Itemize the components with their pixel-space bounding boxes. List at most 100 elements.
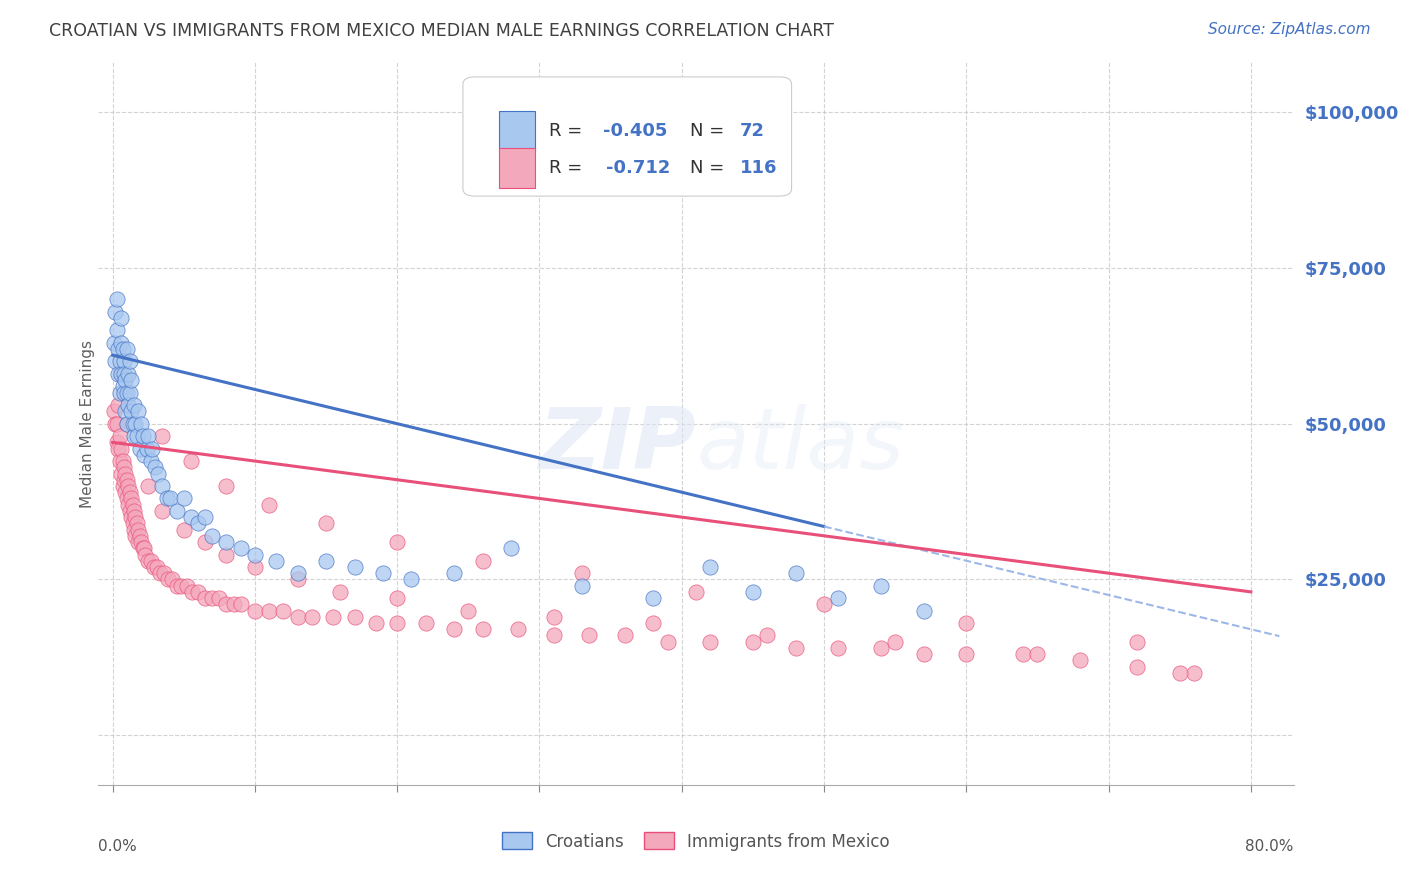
Point bbox=[121, 516, 143, 531]
Point bbox=[111, 342, 134, 356]
Point bbox=[117, 479, 139, 493]
Point bbox=[117, 367, 139, 381]
Point bbox=[201, 529, 224, 543]
Point bbox=[699, 634, 721, 648]
Point bbox=[136, 429, 159, 443]
Point bbox=[215, 535, 238, 549]
Point bbox=[955, 615, 977, 630]
Text: 80.0%: 80.0% bbox=[1246, 839, 1294, 855]
Point bbox=[122, 523, 145, 537]
Point bbox=[112, 354, 135, 368]
Point bbox=[699, 560, 721, 574]
Text: 72: 72 bbox=[740, 122, 765, 140]
Point bbox=[114, 373, 136, 387]
Point bbox=[139, 454, 162, 468]
Point bbox=[132, 448, 155, 462]
Point bbox=[756, 628, 779, 642]
Text: ZIP: ZIP bbox=[538, 404, 696, 487]
Point bbox=[273, 603, 295, 617]
Point bbox=[955, 647, 977, 661]
Point bbox=[128, 442, 150, 456]
Point bbox=[315, 516, 337, 531]
Point bbox=[118, 354, 141, 368]
Point bbox=[108, 454, 131, 468]
Point bbox=[741, 585, 763, 599]
Point bbox=[301, 609, 323, 624]
Point bbox=[329, 585, 352, 599]
Point bbox=[110, 367, 132, 381]
Text: R =: R = bbox=[548, 122, 588, 140]
Point bbox=[139, 554, 162, 568]
Point bbox=[110, 335, 132, 350]
Point bbox=[287, 573, 309, 587]
Bar bbox=[499, 148, 534, 188]
FancyBboxPatch shape bbox=[463, 77, 792, 196]
Point bbox=[117, 398, 139, 412]
Point bbox=[129, 535, 152, 549]
Point bbox=[371, 566, 394, 581]
Point bbox=[543, 628, 565, 642]
Point bbox=[1012, 647, 1035, 661]
Point bbox=[118, 485, 141, 500]
Point bbox=[104, 304, 127, 318]
Point bbox=[443, 622, 465, 636]
Point bbox=[215, 598, 238, 612]
Point bbox=[104, 417, 127, 431]
Point bbox=[107, 342, 129, 356]
Point bbox=[157, 573, 180, 587]
Point bbox=[104, 354, 127, 368]
Point bbox=[385, 591, 409, 606]
Point bbox=[385, 615, 409, 630]
Point bbox=[120, 373, 142, 387]
Bar bbox=[499, 112, 534, 151]
Point bbox=[243, 548, 266, 562]
Point bbox=[229, 541, 252, 556]
Point bbox=[315, 554, 337, 568]
Point bbox=[385, 535, 409, 549]
Point bbox=[120, 491, 142, 506]
Point bbox=[124, 529, 146, 543]
Point bbox=[117, 498, 139, 512]
Point bbox=[343, 609, 366, 624]
Point bbox=[115, 473, 138, 487]
Point bbox=[1069, 653, 1091, 667]
Point bbox=[657, 634, 679, 648]
Point bbox=[128, 529, 150, 543]
Point bbox=[166, 579, 188, 593]
Point bbox=[153, 566, 176, 581]
Point bbox=[125, 516, 148, 531]
Point bbox=[180, 510, 202, 524]
Y-axis label: Median Male Earnings: Median Male Earnings bbox=[80, 340, 94, 508]
Point bbox=[110, 467, 132, 481]
Point bbox=[571, 566, 593, 581]
Point bbox=[122, 429, 145, 443]
Point bbox=[108, 385, 131, 400]
Point bbox=[110, 442, 132, 456]
Point bbox=[194, 535, 217, 549]
Text: -0.405: -0.405 bbox=[603, 122, 666, 140]
Point bbox=[471, 622, 494, 636]
Legend: Croatians, Immigrants from Mexico: Croatians, Immigrants from Mexico bbox=[495, 826, 897, 857]
Point bbox=[152, 429, 174, 443]
Text: N =: N = bbox=[690, 122, 730, 140]
Text: CROATIAN VS IMMIGRANTS FROM MEXICO MEDIAN MALE EARNINGS CORRELATION CHART: CROATIAN VS IMMIGRANTS FROM MEXICO MEDIA… bbox=[49, 22, 834, 40]
Point bbox=[120, 510, 142, 524]
Text: R =: R = bbox=[548, 159, 593, 177]
Point bbox=[143, 460, 166, 475]
Point bbox=[103, 335, 125, 350]
Point bbox=[127, 404, 149, 418]
Point bbox=[643, 615, 665, 630]
Point bbox=[685, 585, 707, 599]
Point bbox=[1168, 665, 1191, 680]
Point bbox=[401, 573, 423, 587]
Point bbox=[136, 554, 159, 568]
Point bbox=[257, 498, 280, 512]
Point bbox=[229, 598, 252, 612]
Point bbox=[136, 479, 159, 493]
Point bbox=[1182, 665, 1205, 680]
Point bbox=[107, 442, 129, 456]
Point bbox=[264, 554, 287, 568]
Point bbox=[208, 591, 231, 606]
Point bbox=[115, 417, 138, 431]
Point bbox=[443, 566, 465, 581]
